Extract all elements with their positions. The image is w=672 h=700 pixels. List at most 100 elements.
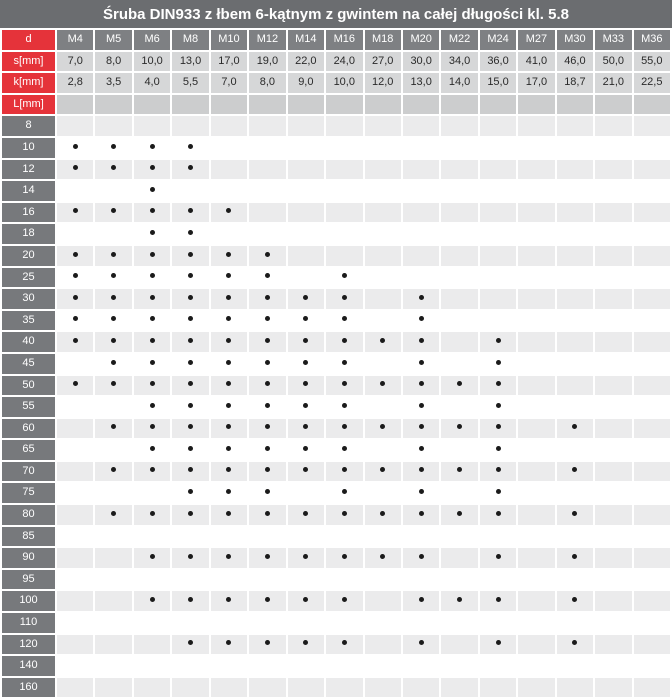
availability-cell xyxy=(210,656,248,676)
availability-dot xyxy=(188,316,194,322)
availability-cell xyxy=(556,569,594,590)
table-row: 35 xyxy=(2,310,670,331)
table-row: 45 xyxy=(2,353,670,374)
availability-cell xyxy=(95,267,132,288)
availability-dot xyxy=(303,337,309,343)
availability-cell xyxy=(172,310,209,331)
availability-cell xyxy=(172,332,209,352)
availability-cell xyxy=(402,526,440,547)
availability-cell xyxy=(633,202,670,223)
availability-dot xyxy=(418,597,424,603)
availability-cell xyxy=(518,418,555,439)
availability-cell xyxy=(249,310,286,331)
availability-cell xyxy=(364,613,401,633)
availability-cell xyxy=(210,332,248,352)
length-label-cell: 45 xyxy=(2,353,55,374)
availability-cell xyxy=(57,353,94,374)
availability-cell xyxy=(210,440,248,460)
availability-dot xyxy=(341,359,347,365)
availability-dot xyxy=(495,381,501,387)
k-value-cell: 13,0 xyxy=(402,73,440,93)
availability-cell xyxy=(287,505,325,525)
availability-cell xyxy=(210,310,248,331)
s-value-cell: 8,0 xyxy=(95,51,132,72)
availability-cell xyxy=(479,526,517,547)
availability-cell xyxy=(210,181,248,201)
availability-cell xyxy=(57,137,94,158)
availability-cell xyxy=(556,461,594,482)
availability-dot xyxy=(341,337,347,343)
availability-dot xyxy=(303,381,309,387)
availability-cell xyxy=(518,505,555,525)
length-header-label: L[mm] xyxy=(2,94,55,115)
s-value-cell: 7,0 xyxy=(57,51,94,72)
availability-cell xyxy=(518,440,555,460)
availability-dot xyxy=(341,553,347,559)
s-value-cell: 41,0 xyxy=(518,51,555,72)
availability-cell xyxy=(595,569,632,590)
availability-dot xyxy=(72,251,78,257)
table-row: 160 xyxy=(2,677,670,698)
availability-cell xyxy=(95,613,132,633)
length-label-cell: 65 xyxy=(2,440,55,460)
availability-cell xyxy=(210,461,248,482)
diameter-header-cell: M22 xyxy=(441,30,478,50)
availability-cell xyxy=(326,353,363,374)
availability-cell xyxy=(57,224,94,244)
availability-dot xyxy=(264,251,270,257)
table-row: 120 xyxy=(2,634,670,655)
availability-cell xyxy=(133,159,171,180)
s-value-cell: 36,0 xyxy=(479,51,517,72)
length-label-cell: 55 xyxy=(2,397,55,417)
availability-dot xyxy=(149,597,155,603)
availability-cell xyxy=(556,137,594,158)
availability-cell xyxy=(633,397,670,417)
availability-dot xyxy=(149,316,155,322)
availability-cell xyxy=(556,548,594,568)
availability-cell xyxy=(249,505,286,525)
availability-cell xyxy=(287,677,325,698)
table-row: d M4 M5 M6 M8 M10 M12 M14 M16 M18 M20 M22 M24 M27 M30 M… xyxy=(2,30,670,50)
availability-dot xyxy=(341,467,347,473)
availability-cell xyxy=(133,224,171,244)
availability-cell xyxy=(595,159,632,180)
availability-cell xyxy=(364,116,401,136)
availability-cell xyxy=(172,526,209,547)
availability-cell xyxy=(249,656,286,676)
availability-cell xyxy=(326,677,363,698)
diameter-header-cell: M18 xyxy=(364,30,401,50)
availability-cell xyxy=(326,159,363,180)
table-row: 70 xyxy=(2,461,670,482)
k-value-cell: 8,0 xyxy=(249,73,286,93)
availability-cell xyxy=(518,310,555,331)
k-value-cell: 12,0 xyxy=(364,73,401,93)
availability-cell xyxy=(364,505,401,525)
length-header-cell xyxy=(133,94,171,115)
availability-dot xyxy=(495,402,501,408)
availability-cell xyxy=(287,548,325,568)
availability-cell xyxy=(633,353,670,374)
availability-cell xyxy=(556,116,594,136)
availability-cell xyxy=(57,245,94,266)
availability-cell xyxy=(326,224,363,244)
availability-cell xyxy=(210,677,248,698)
availability-dot xyxy=(457,381,463,387)
availability-dot xyxy=(149,359,155,365)
availability-cell xyxy=(172,353,209,374)
s-value-cell: 17,0 xyxy=(210,51,248,72)
k-value-cell: 5,5 xyxy=(172,73,209,93)
availability-cell xyxy=(95,202,132,223)
availability-cell xyxy=(364,656,401,676)
availability-cell xyxy=(172,569,209,590)
availability-cell xyxy=(326,526,363,547)
availability-cell xyxy=(518,353,555,374)
availability-dot xyxy=(418,640,424,646)
s-value-cell: 22,0 xyxy=(287,51,325,72)
availability-dot xyxy=(418,489,424,495)
availability-cell xyxy=(441,548,478,568)
s-value-cell: 46,0 xyxy=(556,51,594,72)
availability-cell xyxy=(133,310,171,331)
availability-cell xyxy=(287,613,325,633)
availability-cell xyxy=(595,634,632,655)
availability-cell xyxy=(633,181,670,201)
